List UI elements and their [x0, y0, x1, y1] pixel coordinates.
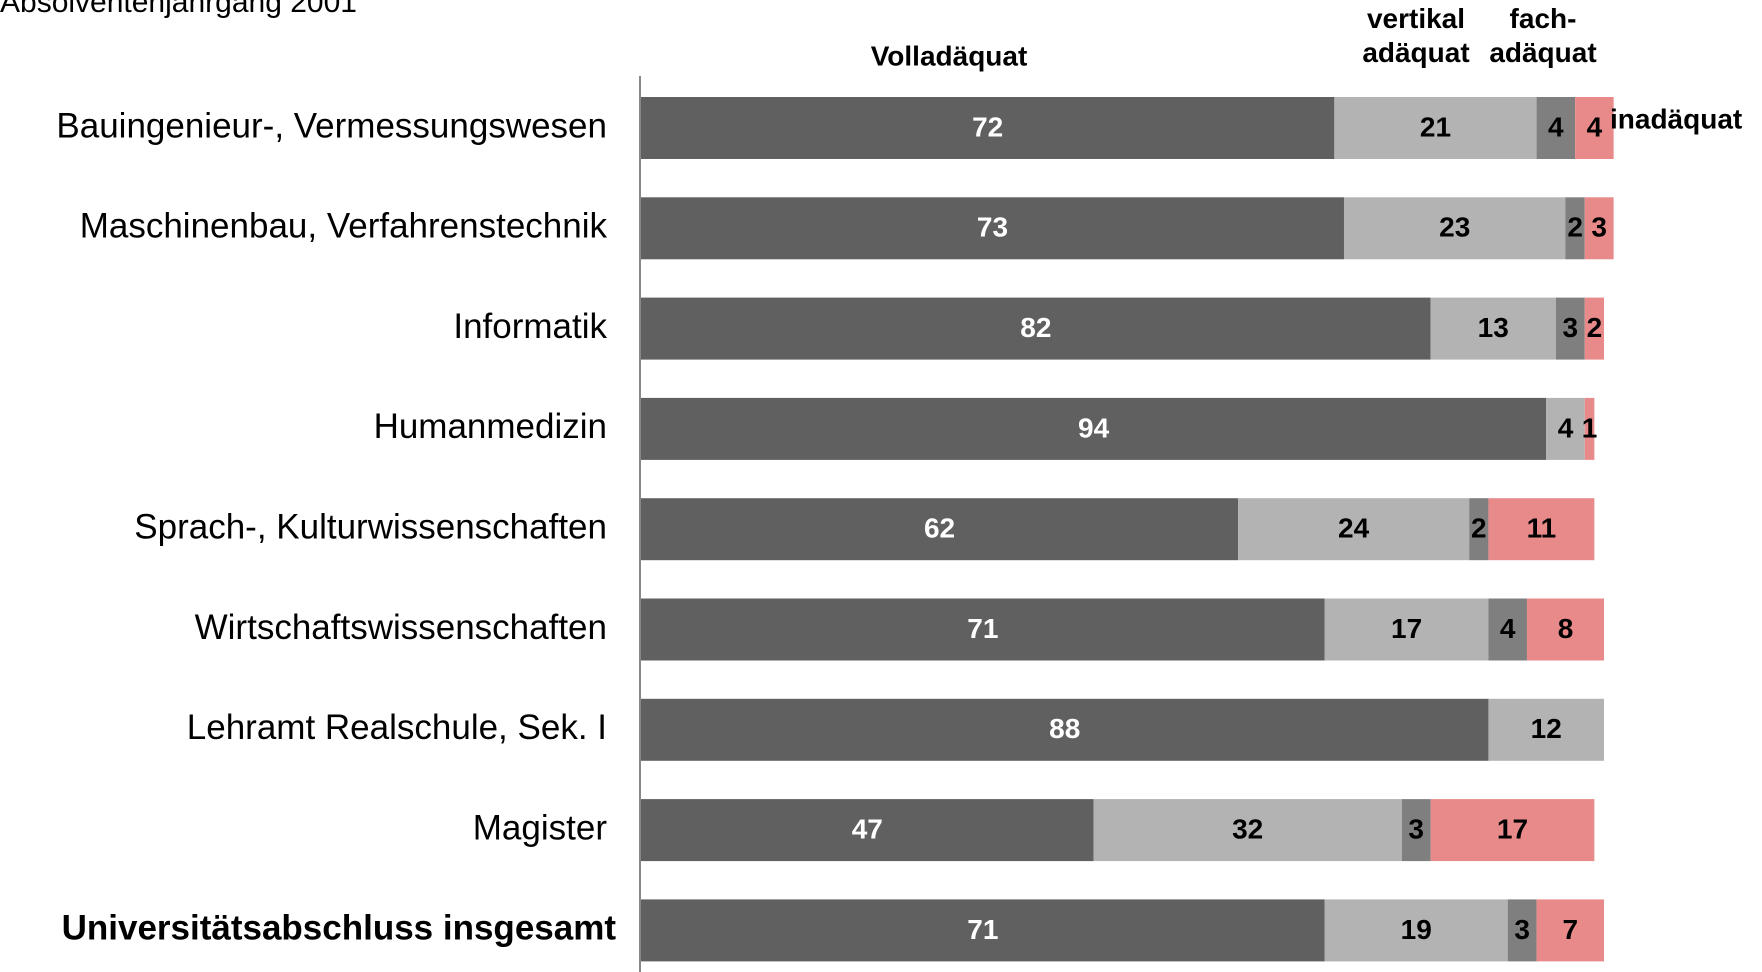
data-label: 73 — [977, 212, 1008, 243]
bar-segment — [1401, 799, 1431, 862]
data-label: 94 — [1078, 412, 1110, 443]
bar-segment — [1324, 899, 1508, 962]
data-label: 71 — [967, 613, 998, 644]
category-label: Sprach-, Kulturwissenschaften — [134, 507, 607, 546]
bar-segment — [1584, 297, 1604, 360]
data-label: 24 — [1338, 513, 1370, 544]
data-label: 4 — [1587, 111, 1603, 142]
bar-segment — [1575, 97, 1614, 159]
bar-segment — [1488, 698, 1604, 761]
data-label: 62 — [924, 513, 955, 544]
bar-segment — [641, 598, 1325, 661]
legend-label: inadäquat — [1610, 103, 1742, 134]
data-label: 2 — [1567, 212, 1583, 243]
data-label: 2 — [1587, 312, 1603, 343]
data-label: 8 — [1558, 613, 1574, 644]
bar-segment — [1565, 197, 1585, 260]
bar-segment — [1430, 297, 1556, 360]
bar-segment — [1343, 197, 1566, 260]
bar-segment — [641, 397, 1547, 460]
category-label: Wirtschaftswissenschaften — [195, 608, 607, 647]
bar-segment — [641, 698, 1489, 761]
bar-segment — [1324, 598, 1489, 661]
bar-segment — [1536, 97, 1576, 159]
category-label: Magister — [473, 808, 608, 847]
bar-segment — [1526, 598, 1604, 661]
category-label: Lehramt Realschule, Sek. I — [187, 708, 607, 747]
data-label: 71 — [967, 914, 998, 945]
data-label: 4 — [1548, 111, 1564, 142]
bar-segment — [1488, 498, 1595, 561]
chart-title: Absolventenjahrgang 2001 — [0, 0, 357, 19]
bar-segment — [1469, 498, 1489, 561]
data-label: 1 — [1582, 412, 1598, 443]
category-label: Maschinenbau, Verfahrenstechnik — [80, 207, 608, 246]
data-label: 2 — [1471, 513, 1487, 544]
data-label: 47 — [852, 813, 883, 844]
data-label: 4 — [1558, 412, 1574, 443]
bar-segment — [1584, 397, 1595, 460]
category-label: Universitätsabschluss insgesamt — [62, 909, 617, 948]
bar-segment — [641, 297, 1431, 360]
bar-segment — [1546, 397, 1585, 460]
data-label: 17 — [1497, 813, 1528, 844]
bar-segment — [641, 498, 1239, 561]
data-label: 17 — [1391, 613, 1422, 644]
data-label: 82 — [1020, 312, 1051, 343]
bar-segment — [641, 799, 1094, 862]
data-label: 11 — [1527, 513, 1557, 544]
bar-segment — [1555, 297, 1585, 360]
data-label: 72 — [972, 111, 1003, 142]
bar-segment — [641, 97, 1335, 159]
data-label: 88 — [1049, 713, 1080, 744]
data-label: 12 — [1531, 713, 1562, 744]
data-label: 13 — [1478, 312, 1509, 343]
bar-segment — [641, 899, 1325, 962]
data-label: 23 — [1439, 212, 1470, 243]
bar-segment — [1334, 97, 1537, 159]
data-label: 7 — [1563, 914, 1579, 945]
bar-segment — [1536, 899, 1604, 962]
bar-segment — [1093, 799, 1402, 862]
bar-segment — [641, 197, 1344, 260]
category-label: Bauingenieur-, Vermessungswesen — [56, 106, 607, 145]
bar-segment — [1488, 598, 1527, 661]
data-label: 3 — [1408, 813, 1424, 844]
category-label: Humanmedizin — [374, 407, 607, 446]
legend-label: vertikal adäquat — [1362, 3, 1469, 68]
bar-segment — [1430, 799, 1595, 862]
data-label: 19 — [1401, 914, 1432, 945]
category-label: Informatik — [453, 307, 607, 346]
data-label: 4 — [1500, 613, 1516, 644]
bar-segment — [1238, 498, 1470, 561]
data-label: 21 — [1420, 111, 1451, 142]
bar-segment — [1507, 899, 1537, 962]
legend-label: Volladäquat — [871, 40, 1028, 71]
data-label: 32 — [1232, 813, 1263, 844]
legend-label: fach-adäquat — [1489, 3, 1596, 68]
bar-segment — [1584, 197, 1614, 260]
data-label: 3 — [1563, 312, 1579, 343]
data-label: 3 — [1591, 212, 1607, 243]
data-label: 3 — [1514, 914, 1530, 945]
